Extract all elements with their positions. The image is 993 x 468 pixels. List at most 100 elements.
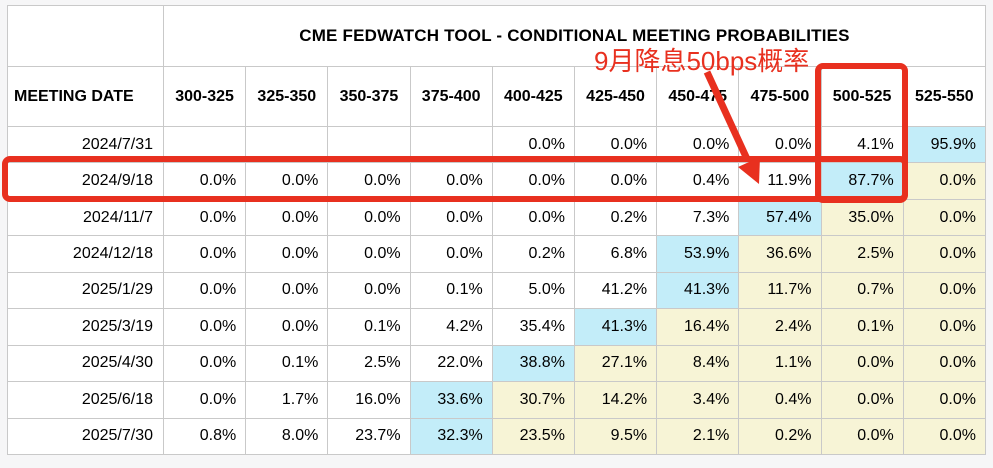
rate-header-325-350: 325-350 (245, 66, 329, 127)
prob-cell: 0.0% (162, 198, 247, 237)
prob-cell: 0.0% (820, 344, 904, 383)
prob-cell: 87.7% (820, 162, 904, 200)
prob-cell: 0.2% (573, 198, 658, 237)
meeting-date-cell: 2024/9/18 (7, 162, 164, 200)
prob-cell (409, 125, 493, 164)
table-row: 2024/11/7 0.0% 0.0% 0.0% 0.0% 0.0% 0.2% 7.3% 57.… (7, 198, 986, 237)
table-row: 2025/7/30 0.8% 8.0% 23.7% 32.3% 23.5% 9.5% 2.1%… (7, 417, 986, 455)
prob-cell: 0.0% (245, 235, 329, 273)
prob-cell: 38.8% (491, 344, 575, 383)
prob-cell: 0.4% (656, 162, 740, 200)
prob-cell: 8.4% (656, 344, 740, 383)
prob-cell: 35.4% (491, 308, 575, 346)
prob-cell: 0.0% (902, 235, 986, 273)
prob-cell: 2.4% (738, 308, 822, 346)
prob-cell: 0.0% (162, 235, 247, 273)
prob-cell: 95.9% (902, 125, 986, 164)
annotation-label: 9月降息50bps概率 (594, 46, 810, 76)
prob-cell: 0.4% (738, 381, 822, 419)
prob-cell: 5.0% (491, 271, 575, 310)
prob-cell: 0.1% (327, 308, 411, 346)
prob-cell: 32.3% (409, 417, 493, 455)
prob-cell: 0.0% (491, 198, 575, 237)
prob-cell: 0.0% (245, 162, 329, 200)
prob-cell: 4.1% (820, 125, 904, 164)
rate-header-400-425: 400-425 (491, 66, 575, 127)
prob-cell: 0.0% (573, 125, 658, 164)
prob-cell: 41.2% (573, 271, 658, 310)
prob-cell: 0.0% (902, 308, 986, 346)
meeting-date-cell: 2025/3/19 (7, 308, 164, 346)
prob-cell: 0.0% (902, 417, 986, 455)
prob-cell: 27.1% (573, 344, 658, 383)
prob-cell: 0.0% (245, 271, 329, 310)
prob-cell (327, 125, 411, 164)
prob-cell: 0.0% (820, 417, 904, 455)
prob-cell: 23.5% (491, 417, 575, 455)
prob-cell: 0.0% (902, 271, 986, 310)
prob-cell: 33.6% (409, 381, 493, 419)
prob-cell: 6.8% (573, 235, 658, 273)
table-row: 2025/6/18 0.0% 1.7% 16.0% 33.6% 30.7% 14.2% 3.4… (7, 381, 986, 419)
prob-cell: 16.0% (327, 381, 411, 419)
prob-cell: 0.0% (245, 308, 329, 346)
prob-cell: 7.3% (656, 198, 740, 237)
prob-cell: 53.9% (656, 235, 740, 273)
prob-cell: 30.7% (491, 381, 575, 419)
prob-cell: 2.5% (327, 344, 411, 383)
prob-cell: 22.0% (409, 344, 493, 383)
prob-cell: 0.0% (327, 235, 411, 273)
rate-header-425-450: 425-450 (573, 66, 658, 127)
meeting-date-cell: 2024/7/31 (7, 125, 164, 164)
table-row: 2025/3/19 0.0% 0.0% 0.1% 4.2% 35.4% 41.3% 16.4%… (7, 308, 986, 346)
prob-cell: 0.0% (327, 162, 411, 200)
prob-cell: 0.0% (162, 344, 247, 383)
prob-cell: 1.7% (245, 381, 329, 419)
prob-cell: 0.0% (162, 381, 247, 419)
prob-cell: 0.0% (656, 125, 740, 164)
corner-cell (7, 5, 164, 67)
prob-cell: 0.0% (573, 162, 658, 200)
prob-cell: 41.3% (656, 271, 740, 310)
prob-cell: 0.8% (162, 417, 247, 455)
prob-cell: 14.2% (573, 381, 658, 419)
prob-cell: 57.4% (738, 198, 822, 237)
prob-cell: 0.1% (245, 344, 329, 383)
prob-cell: 0.2% (738, 417, 822, 455)
prob-cell: 0.0% (820, 381, 904, 419)
table-row: 2024/12/18 0.0% 0.0% 0.0% 0.0% 0.2% 6.8% 53.9% 3… (7, 235, 986, 273)
rate-header-300-325: 300-325 (162, 66, 247, 127)
prob-cell: 0.0% (245, 198, 329, 237)
prob-cell: 0.0% (162, 271, 247, 310)
prob-cell: 0.2% (491, 235, 575, 273)
prob-cell: 0.0% (902, 344, 986, 383)
prob-cell: 1.1% (738, 344, 822, 383)
fedwatch-probability-table: CME FEDWATCH TOOL - CONDITIONAL MEETING … (7, 5, 986, 455)
prob-cell: 2.5% (820, 235, 904, 273)
rate-header-500-525: 500-525 (820, 66, 904, 127)
prob-cell: 0.1% (820, 308, 904, 346)
prob-cell: 36.6% (738, 235, 822, 273)
prob-cell: 0.0% (738, 125, 822, 164)
meeting-date-cell: 2024/12/18 (7, 235, 164, 273)
prob-cell: 0.0% (327, 198, 411, 237)
rate-header-350-375: 350-375 (327, 66, 411, 127)
prob-cell: 0.0% (491, 162, 575, 200)
prob-cell: 0.0% (327, 271, 411, 310)
prob-cell: 0.0% (162, 162, 247, 200)
column-header-row: MEETING DATE 300-325 325-350 350-375 375-40… (7, 66, 986, 127)
rate-header-525-550: 525-550 (902, 66, 986, 127)
title-row: CME FEDWATCH TOOL - CONDITIONAL MEETING … (7, 5, 986, 67)
prob-cell: 16.4% (656, 308, 740, 346)
prob-cell (162, 125, 247, 164)
prob-cell: 0.0% (409, 235, 493, 273)
prob-cell: 0.1% (409, 271, 493, 310)
prob-cell: 0.0% (902, 381, 986, 419)
prob-cell: 23.7% (327, 417, 411, 455)
prob-cell: 41.3% (573, 308, 658, 346)
table-title: CME FEDWATCH TOOL - CONDITIONAL MEETING … (163, 5, 986, 67)
prob-cell: 0.0% (902, 198, 986, 237)
prob-cell: 11.7% (738, 271, 822, 310)
prob-cell: 4.2% (409, 308, 493, 346)
